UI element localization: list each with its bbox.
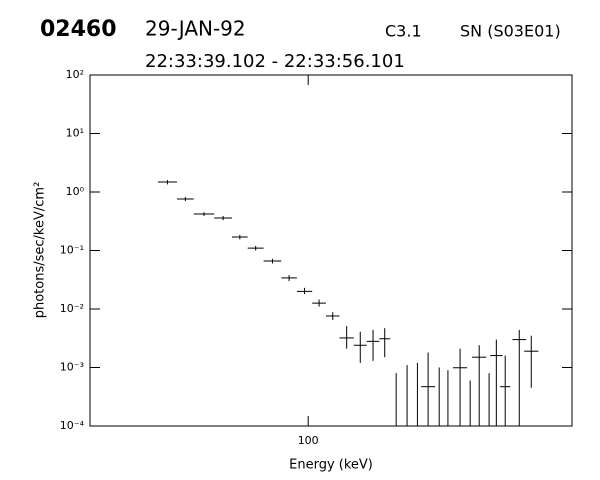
record-id: 02460 [40,17,117,42]
y-tick-label: 10⁻³ [60,361,84,374]
y-axis-label: photons/sec/keV/cm² [33,182,48,319]
y-tick-label: 10⁻¹ [60,244,84,257]
plot-frame [89,74,573,427]
y-tick-label: 10⁰ [66,185,85,198]
y-tick-label: 10² [66,68,84,81]
date: 29-JAN-92 [145,17,246,41]
x-axis-label: Energy (keV) [289,458,373,473]
x-tick-label: 100 [298,434,319,447]
channel: C3.1 [385,22,422,41]
source: SN (S03E01) [460,22,561,41]
y-tick-label: 10¹ [66,127,84,140]
time-range: 22:33:39.102 - 22:33:56.101 [145,51,405,72]
y-tick-label: 10⁻⁴ [60,419,85,432]
y-tick-label: 10⁻² [60,302,84,315]
